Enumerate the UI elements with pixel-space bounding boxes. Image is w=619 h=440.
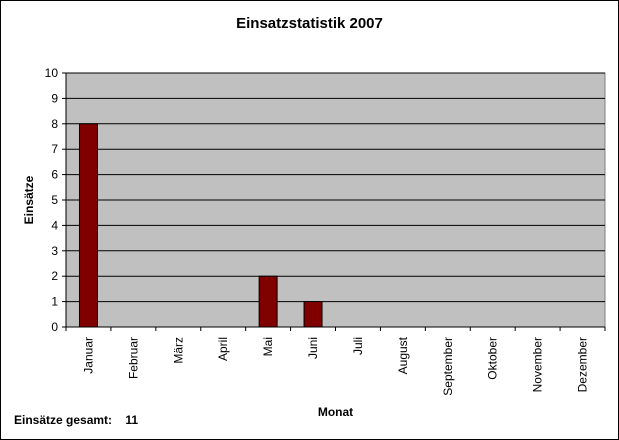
- y-axis-title: Einsätze: [22, 175, 36, 224]
- y-tick-label: 4: [51, 218, 58, 232]
- y-tick-label: 8: [51, 117, 58, 131]
- x-tick-label: August: [396, 336, 410, 374]
- bar-januar: [78, 123, 98, 328]
- y-tick-label: 5: [51, 193, 58, 207]
- bar-mai: [258, 275, 278, 328]
- x-tick-label: Oktober: [486, 337, 500, 380]
- x-tick-label: April: [216, 337, 230, 361]
- bar-juni: [303, 301, 323, 328]
- y-tick-labels: 0 1 2 3 4 5 6 7 8 9 10: [45, 66, 66, 334]
- x-tick-label: Juni: [306, 337, 320, 359]
- x-tick-labels: Januar Februar März April Mai Juni Juli August S…: [65, 327, 606, 396]
- y-tick-label: 3: [51, 244, 58, 258]
- x-tick-label: Dezember: [576, 337, 590, 392]
- y-tick-label: 0: [51, 320, 58, 334]
- x-tick-label: September: [441, 337, 455, 396]
- y-tick-label: 9: [51, 91, 58, 105]
- x-axis-title: Monat: [318, 405, 353, 419]
- x-tick-label: Mai: [261, 337, 275, 356]
- y-tick-label: 10: [45, 66, 59, 80]
- x-tick-label: Juli: [351, 337, 365, 355]
- y-tick-label: 1: [51, 295, 58, 309]
- x-tick-label: März: [171, 337, 185, 364]
- total-summary: Einsätze gesamt: 11: [14, 413, 138, 427]
- y-tick-label: 6: [51, 168, 58, 182]
- y-tick-label: 2: [51, 269, 58, 283]
- y-tick-label: 7: [51, 142, 58, 156]
- x-tick-label: November: [531, 337, 545, 392]
- x-tick-label: Februar: [126, 337, 140, 379]
- gridlines: [66, 72, 605, 303]
- bars: [78, 123, 323, 328]
- x-tick-label: Januar: [81, 337, 95, 374]
- chart-title: Einsatzstatistik 2007: [236, 15, 383, 32]
- total-label: Einsätze gesamt:: [14, 413, 113, 427]
- total-value: 11: [125, 413, 139, 427]
